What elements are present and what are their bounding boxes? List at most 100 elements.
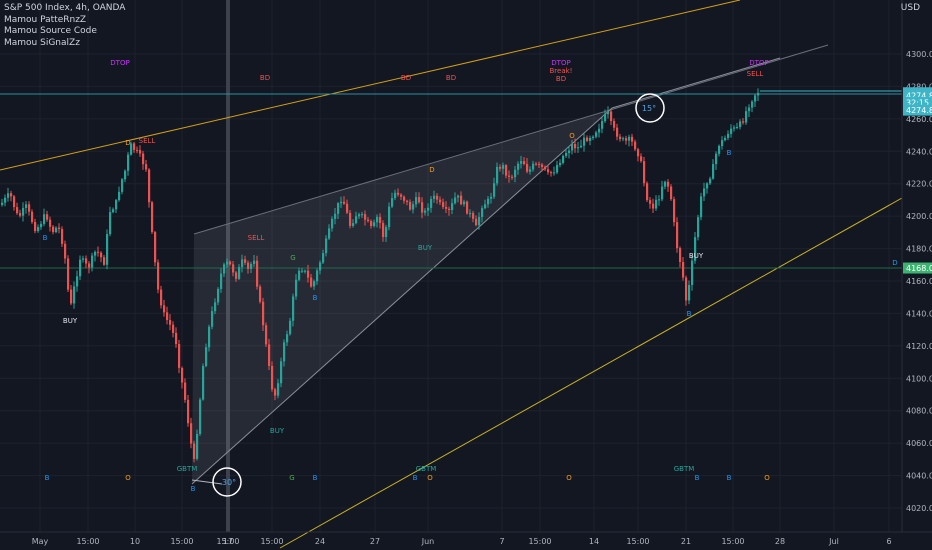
- candle-body: [298, 270, 301, 280]
- price-tick-label: 4120.0: [906, 342, 932, 351]
- upper-trendline: [611, 57, 781, 109]
- price-badge: [903, 262, 932, 274]
- pattern-label: BD: [260, 74, 270, 82]
- time-tick-label: 6: [886, 537, 891, 546]
- candle-body: [556, 165, 559, 173]
- candle-body: [463, 201, 466, 205]
- candle-body: [4, 197, 7, 203]
- candle-body: [19, 213, 22, 216]
- candle-body: [709, 178, 712, 184]
- candle-body: [214, 302, 217, 312]
- candle-body: [427, 207, 430, 211]
- marker-letter: B: [687, 310, 692, 318]
- candle-body: [322, 253, 325, 263]
- candle-body: [229, 261, 232, 265]
- price-badge-label: 32:15: [906, 98, 929, 107]
- time-tick-label: 24: [315, 537, 325, 546]
- time-tick-label: 17: [223, 537, 233, 546]
- candle-body: [187, 399, 190, 424]
- signal-buy: BUY: [689, 252, 704, 260]
- candle-body: [652, 203, 655, 209]
- candle-body: [412, 204, 415, 210]
- time-tick-label: 15:00: [721, 537, 744, 546]
- candle-body: [667, 181, 670, 187]
- price-tick-label: 4160.0: [906, 277, 932, 286]
- time-tick-label: Jun: [421, 537, 435, 546]
- candle-body: [16, 207, 19, 214]
- time-tick-label: 10: [130, 537, 140, 546]
- candle-body: [28, 204, 31, 212]
- candle-body: [145, 164, 148, 170]
- candle-body: [391, 198, 394, 207]
- candle-body: [595, 132, 598, 137]
- marker-letter: B: [727, 474, 732, 482]
- candle-body: [280, 361, 283, 384]
- candle-body: [418, 197, 421, 203]
- candle-body: [688, 285, 691, 301]
- candle-body: [505, 165, 508, 176]
- candle-body: [541, 164, 544, 167]
- candle-body: [715, 153, 718, 165]
- pattern-label: BD: [401, 74, 411, 82]
- candle-body: [343, 201, 346, 204]
- candle-body: [40, 223, 43, 228]
- candle-body: [100, 252, 103, 258]
- candle-body: [520, 161, 523, 164]
- candle-body: [712, 164, 715, 179]
- candle-body: [685, 277, 688, 301]
- price-badge-label: 4274.8: [906, 92, 932, 101]
- candle-body: [439, 199, 442, 203]
- candle-body: [625, 138, 628, 141]
- price-tick-label: 4080.0: [906, 407, 932, 416]
- candle-body: [61, 229, 64, 244]
- candle-body: [262, 301, 265, 326]
- marker-letter: B: [45, 474, 50, 482]
- candle-body: [172, 324, 175, 333]
- candle-body: [106, 234, 109, 265]
- pattern-label: GBTM: [674, 465, 695, 473]
- marker-letter: D: [892, 259, 897, 267]
- candle-body: [451, 203, 454, 210]
- currency-label: USD: [900, 3, 920, 13]
- price-badge: [903, 96, 932, 108]
- candle-body: [676, 222, 679, 249]
- grid-lines: [0, 0, 902, 532]
- candle-body: [622, 138, 625, 140]
- indicator-patternz[interactable]: Mamou PatteRnzZ: [4, 14, 87, 25]
- pattern-label: GBTM: [416, 465, 437, 473]
- price-axis[interactable]: 4020.0 4040.0 4060.0 4080.0 4100.0 4120.0 4140…: [901, 0, 932, 532]
- marker-letter: G: [289, 474, 294, 482]
- symbol-title[interactable]: S&P 500 Index, 4h, OANDA: [4, 3, 126, 13]
- angle-base-30: [191, 479, 223, 485]
- price-tick-label: 4180.0: [906, 245, 932, 254]
- candle-body: [586, 137, 589, 141]
- marker-letter: B: [313, 474, 318, 482]
- time-tick-label: 21: [681, 537, 691, 546]
- candle-body: [205, 347, 208, 367]
- candle-body: [577, 147, 580, 149]
- candle-body: [79, 259, 82, 277]
- candle-body: [10, 193, 13, 197]
- candle-body: [160, 289, 163, 306]
- candle-body: [745, 111, 748, 123]
- candle-body: [646, 183, 649, 201]
- candle-body: [487, 198, 490, 205]
- indicator-signalzz[interactable]: Mamou SiGnalZz: [4, 37, 80, 48]
- marker-letter: B: [413, 474, 418, 482]
- candle-body: [517, 163, 520, 170]
- candle-body: [643, 161, 646, 184]
- indicator-source-code[interactable]: Mamou Source Code: [4, 26, 97, 36]
- candle-body: [217, 288, 220, 303]
- candle-body: [484, 204, 487, 209]
- marker-letter: D: [125, 139, 130, 147]
- candle-body: [157, 262, 160, 290]
- candle-body: [349, 212, 352, 226]
- candle-body: [472, 213, 475, 219]
- candle-body: [571, 143, 574, 151]
- candle-body: [658, 199, 661, 201]
- candle-body: [37, 227, 40, 232]
- price-badge-label: 4168.0: [906, 264, 932, 273]
- angle-label-30: 30°: [222, 478, 236, 487]
